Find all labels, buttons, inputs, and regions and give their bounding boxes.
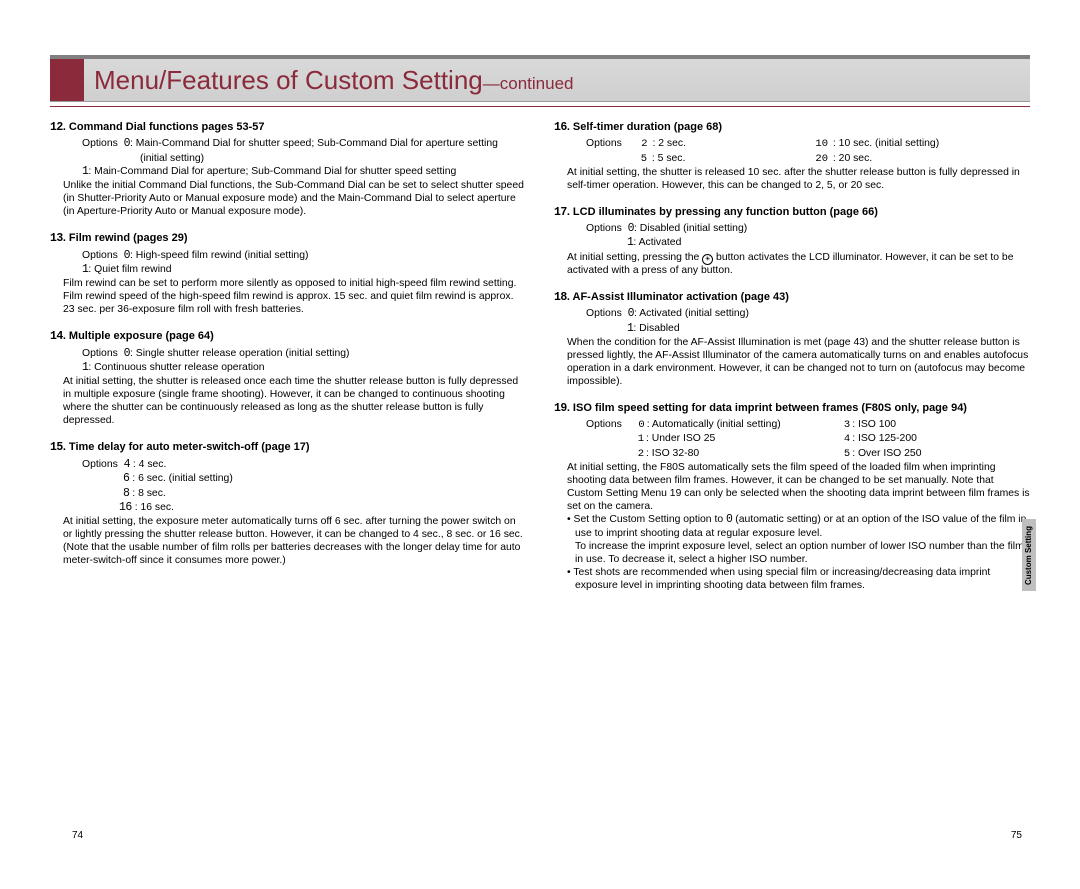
opt-code: 6	[123, 472, 129, 485]
options-label: Options	[586, 419, 622, 430]
left-column: 12. Command Dial functions pages 53-57 O…	[50, 121, 526, 606]
opt-text: : Over ISO 250	[852, 448, 921, 459]
opt-text: : Quiet film rewind	[88, 264, 171, 275]
opt-text: : 10 sec. (initial setting)	[833, 138, 939, 149]
page-number-left: 74	[72, 830, 83, 841]
sec-title: . Command Dial functions pages 53-57	[63, 121, 265, 133]
sec-desc: At initial setting, pressing the ☀ butto…	[554, 251, 1030, 277]
section-13: 13. Film rewind (pages 29) Options 0: Hi…	[50, 232, 526, 316]
opt-text: : Under ISO 25	[646, 433, 715, 444]
opt-text: : Main-Command Dial for shutter speed; S…	[130, 138, 498, 163]
illuminator-icon: ☀	[702, 254, 713, 265]
section-12: 12. Command Dial functions pages 53-57 O…	[50, 121, 526, 218]
section-18: 18. AF-Assist Illuminator activation (pa…	[554, 291, 1030, 388]
bullet-item: • Test shots are recommended when using …	[567, 566, 1030, 592]
opt-text: : Disabled	[633, 323, 679, 334]
opt-text: : Activated (initial setting)	[634, 308, 749, 319]
opt-text: : ISO 100	[852, 419, 896, 430]
sec-desc: At initial setting, the exposure meter a…	[50, 515, 526, 567]
opt-text: : 20 sec.	[833, 153, 872, 164]
desc-part: At initial setting, pressing the	[567, 252, 702, 263]
title-main: Menu/Features of Custom Setting	[94, 65, 483, 95]
opt-text: : 4 sec.	[133, 459, 167, 470]
header-rule	[50, 106, 1030, 107]
opt-code: 5	[627, 153, 647, 166]
section-19: 19. ISO film speed setting for data impr…	[554, 402, 1030, 592]
opt-text: : 6 sec. (initial setting)	[132, 473, 232, 484]
sec-title: . Multiple exposure (page 64)	[63, 330, 214, 342]
bullet-text: • Set the Custom Setting option to	[567, 514, 726, 525]
opt-text: : Activated	[633, 237, 681, 248]
section-14: 14. Multiple exposure (page 64) Options …	[50, 330, 526, 427]
page-title: Menu/Features of Custom Setting—continue…	[94, 65, 573, 96]
opt-code: 10	[808, 138, 828, 151]
opt-code: 2	[624, 448, 644, 461]
sec-desc: At initial setting, the F80S automatical…	[554, 461, 1030, 513]
opt-code: 16	[119, 501, 132, 514]
page-number-right: 75	[1011, 830, 1022, 841]
sec-title: . LCD illuminates by pressing any functi…	[567, 206, 878, 218]
sec-title: . Time delay for auto meter-switch-off (…	[63, 441, 310, 453]
sec-title: . ISO film speed setting for data imprin…	[567, 402, 967, 414]
section-17: 17. LCD illuminates by pressing any func…	[554, 206, 1030, 277]
opt-text: : ISO 32-80	[646, 448, 699, 459]
opt-text: : High-speed film rewind (initial settin…	[130, 250, 308, 261]
sec-desc: Unlike the initial Command Dial function…	[50, 179, 526, 218]
sec-desc: Film rewind can be set to perform more s…	[50, 277, 526, 316]
options-label: Options	[586, 223, 622, 234]
sec-title: . Film rewind (pages 29)	[63, 232, 188, 244]
sec-num: 13	[50, 232, 63, 245]
opt-text: : ISO 125-200	[852, 433, 917, 444]
options-label: Options	[586, 138, 622, 149]
right-column: 16. Self-timer duration (page 68) Option…	[554, 121, 1030, 606]
options-label: Options	[586, 308, 622, 319]
sec-num: 16	[554, 121, 567, 134]
options-label: Options	[82, 459, 118, 470]
sec-title: . Self-timer duration (page 68)	[567, 121, 722, 133]
opt-code: 8	[123, 487, 129, 500]
section-16: 16. Self-timer duration (page 68) Option…	[554, 121, 1030, 192]
opt-code: 5	[830, 448, 850, 461]
sec-desc: At initial setting, the shutter is relea…	[50, 375, 526, 427]
bullet-item: • Set the Custom Setting option to 0 (au…	[567, 513, 1030, 540]
sec-num: 17	[554, 206, 567, 219]
header-band: Menu/Features of Custom Setting—continue…	[50, 55, 1030, 102]
side-tab-label: Custom Setting	[1025, 525, 1034, 584]
opt-code: 4	[124, 458, 130, 471]
opt-code: 0	[625, 419, 645, 432]
opt-text: : Main-Command Dial for aperture; Sub-Co…	[88, 166, 456, 177]
sec-desc: At initial setting, the shutter is relea…	[554, 166, 1030, 192]
sec-num: 12	[50, 121, 63, 134]
opt-text: : Single shutter release operation (init…	[130, 348, 349, 359]
opt-code: 20	[808, 153, 828, 166]
bullet-sub: To increase the imprint exposure level, …	[567, 540, 1030, 566]
options-label: Options	[82, 138, 118, 149]
opt-code: 3	[830, 419, 850, 432]
opt-code: 4	[830, 433, 850, 446]
opt-text: : Disabled (initial setting)	[634, 223, 747, 234]
sec-title: . AF-Assist Illuminator activation (page…	[567, 291, 789, 303]
sec-num: 18	[554, 291, 567, 304]
opt-code: 2	[628, 138, 648, 151]
sec-num: 14	[50, 330, 63, 343]
opt-text: : 16 sec.	[135, 502, 174, 513]
opt-text: : Continuous shutter release operation	[88, 362, 264, 373]
sec-num: 15	[50, 441, 63, 454]
opt-text: : 8 sec.	[132, 488, 166, 499]
title-suffix: —continued	[483, 74, 574, 93]
section-15: 15. Time delay for auto meter-switch-off…	[50, 441, 526, 567]
sec-num: 19	[554, 402, 567, 415]
opt-text: : 2 sec.	[652, 138, 686, 149]
opt-text: : Automatically (initial setting)	[647, 419, 781, 430]
side-tab: Custom Setting	[1022, 519, 1036, 591]
accent-box	[50, 59, 84, 101]
opt-text: : 5 sec.	[652, 153, 686, 164]
options-label: Options	[82, 250, 118, 261]
options-label: Options	[82, 348, 118, 359]
sec-desc: When the condition for the AF-Assist Ill…	[554, 336, 1030, 388]
opt-code: 1	[624, 433, 644, 446]
